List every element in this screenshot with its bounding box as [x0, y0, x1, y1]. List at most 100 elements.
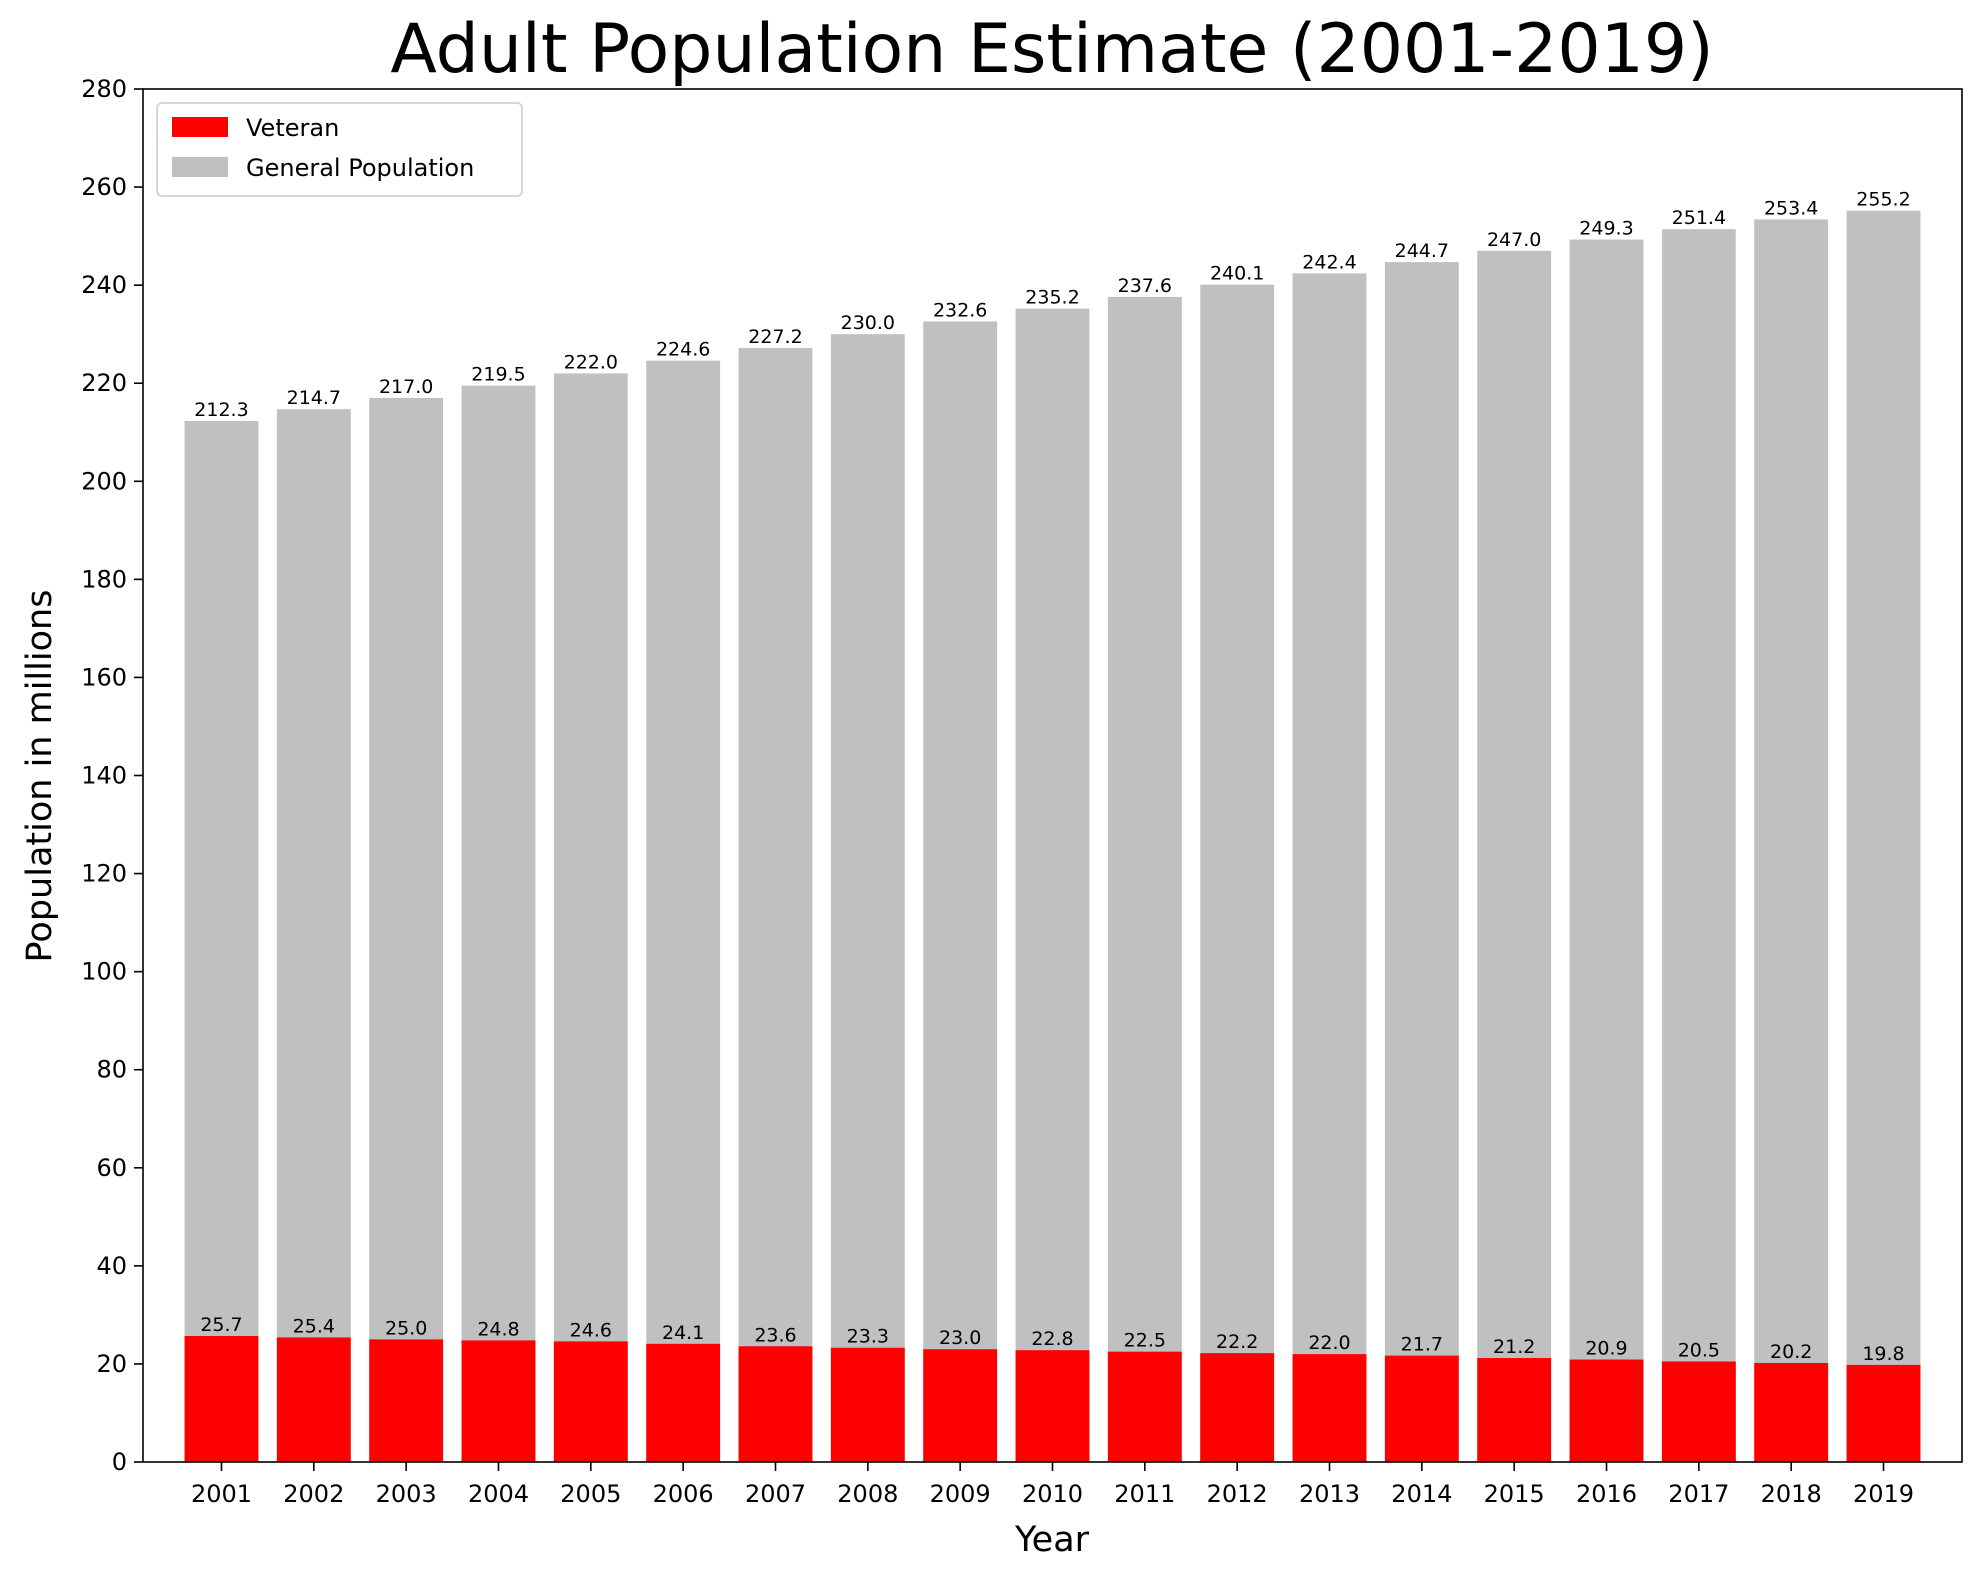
- general-population-bar-2016: [1569, 239, 1644, 1462]
- general-population-bar-2018: [1754, 219, 1829, 1462]
- y-tick-label-140: 140: [81, 762, 127, 790]
- x-tick-label-2003: 2003: [376, 1480, 437, 1508]
- general-population-value-label-2013: 242.4: [1302, 251, 1356, 273]
- y-tick-label-220: 220: [81, 369, 127, 397]
- general-population-value-label-2005: 222.0: [564, 351, 618, 373]
- x-tick-label-2007: 2007: [745, 1480, 806, 1508]
- general-population-value-label-2009: 232.6: [933, 299, 987, 321]
- veteran-bars: [184, 1335, 1921, 1462]
- legend-swatch-veteran: [172, 117, 228, 137]
- general-population-bar-2011: [1107, 296, 1182, 1463]
- general-population-value-label-2008: 230.0: [841, 312, 895, 334]
- general-population-value-label-2014: 244.7: [1395, 240, 1449, 262]
- general-population-bar-2019: [1846, 210, 1921, 1463]
- plot-area-frame: [142, 88, 1963, 1463]
- general-population-value-label-2003: 217.0: [379, 376, 433, 398]
- general-population-value-label-2016: 249.3: [1579, 218, 1633, 240]
- general-population-bar-2004: [461, 385, 536, 1463]
- general-population-value-label-2002: 214.7: [287, 387, 341, 409]
- veteran-bar-2012: [1200, 1353, 1275, 1462]
- veteran-bar-2005: [553, 1341, 628, 1462]
- legend-box: [156, 102, 523, 197]
- veteran-bar-2015: [1477, 1358, 1552, 1462]
- x-tick-label-2008: 2008: [837, 1480, 898, 1508]
- x-tick-label-2009: 2009: [930, 1480, 991, 1508]
- x-tick-label-2016: 2016: [1576, 1480, 1637, 1508]
- veteran-value-label-2004: 24.8: [477, 1318, 519, 1340]
- veteran-value-label-2014: 21.7: [1401, 1334, 1443, 1356]
- veteran-value-label-2002: 25.4: [293, 1315, 335, 1337]
- y-tick-label-200: 200: [81, 467, 127, 495]
- veteran-value-label-2003: 25.0: [385, 1317, 427, 1339]
- general-population-value-label-2011: 237.6: [1118, 275, 1172, 297]
- veteran-value-label-2007: 23.6: [754, 1324, 796, 1346]
- x-tick-label-2004: 2004: [468, 1480, 529, 1508]
- veteran-value-label-2017: 20.5: [1678, 1339, 1720, 1361]
- legend-label-veteran: Veteran: [246, 114, 339, 142]
- general-population-bar-2009: [923, 321, 998, 1462]
- x-tick-label-2014: 2014: [1391, 1480, 1452, 1508]
- general-population-bar-2002: [276, 409, 351, 1462]
- general-population-bar-2014: [1384, 262, 1459, 1462]
- veteran-bar-2014: [1384, 1355, 1459, 1462]
- x-tick-label-2010: 2010: [1022, 1480, 1083, 1508]
- veteran-value-label-2011: 22.5: [1124, 1330, 1166, 1352]
- veteran-value-label-2016: 20.9: [1585, 1338, 1627, 1360]
- veteran-bar-2017: [1661, 1361, 1736, 1462]
- legend: Veteran General Population: [156, 102, 523, 197]
- general-population-value-label-2017: 251.4: [1672, 207, 1726, 229]
- x-tick-label-2018: 2018: [1761, 1480, 1822, 1508]
- veteran-value-label-2008: 23.3: [847, 1326, 889, 1348]
- general-population-bar-2017: [1661, 229, 1736, 1462]
- x-axis-ticks: 2001 2002 2003 2004 2005 2006 2007 2008 2009 2010…: [191, 1462, 1914, 1508]
- x-tick-label-2019: 2019: [1853, 1480, 1914, 1508]
- veteran-bar-2004: [461, 1340, 536, 1462]
- veteran-bar-2013: [1292, 1354, 1367, 1462]
- x-tick-label-2006: 2006: [653, 1480, 714, 1508]
- x-tick-label-2013: 2013: [1299, 1480, 1360, 1508]
- general-population-value-label-2019: 255.2: [1856, 189, 1910, 211]
- veteran-bar-2007: [738, 1346, 813, 1462]
- general-population-value-label-2001: 212.3: [194, 399, 248, 421]
- veteran-value-label-2010: 22.8: [1031, 1328, 1073, 1350]
- y-tick-label-180: 180: [81, 565, 127, 593]
- x-tick-label-2015: 2015: [1484, 1480, 1545, 1508]
- veteran-value-label-2018: 20.2: [1770, 1341, 1812, 1363]
- general-population-value-label-2004: 219.5: [471, 364, 525, 386]
- y-axis-ticks: 0 20 40 60 80 100 120 140 160 180 200 220 240 260 280: [81, 75, 143, 1476]
- x-tick-label-2017: 2017: [1668, 1480, 1729, 1508]
- veteran-value-label-2009: 23.0: [939, 1327, 981, 1349]
- veteran-value-label-2001: 25.7: [200, 1314, 242, 1336]
- y-tick-label-240: 240: [81, 271, 127, 299]
- legend-swatch-general-population: [172, 157, 228, 177]
- veteran-bar-2011: [1107, 1351, 1182, 1462]
- bar-value-labels: 212.3 214.7 217.0 219.5 222.0 224.6 227.2 230.0…: [194, 189, 1910, 1365]
- general-population-value-label-2015: 247.0: [1487, 229, 1541, 251]
- x-axis-label: Year: [1014, 1520, 1090, 1560]
- veteran-value-label-2013: 22.0: [1308, 1332, 1350, 1354]
- general-population-value-label-2007: 227.2: [748, 326, 802, 348]
- veteran-value-label-2019: 19.8: [1862, 1343, 1904, 1365]
- general-population-value-label-2010: 235.2: [1025, 287, 1079, 309]
- general-population-bar-2007: [738, 347, 813, 1462]
- general-population-bar-2013: [1292, 273, 1367, 1463]
- y-tick-label-0: 0: [112, 1448, 127, 1476]
- veteran-bar-2006: [646, 1343, 721, 1462]
- x-tick-label-2012: 2012: [1207, 1480, 1268, 1508]
- veteran-bar-2016: [1569, 1359, 1644, 1462]
- veteran-bar-2018: [1754, 1362, 1829, 1462]
- y-tick-label-100: 100: [81, 958, 127, 986]
- x-tick-label-2002: 2002: [283, 1480, 344, 1508]
- general-population-bar-2006: [646, 360, 721, 1463]
- general-population-bar-2015: [1477, 250, 1552, 1462]
- veteran-bar-2008: [830, 1347, 905, 1462]
- y-tick-label-280: 280: [81, 75, 127, 103]
- veteran-bar-2009: [923, 1349, 998, 1462]
- veteran-bar-2001: [184, 1335, 259, 1462]
- x-tick-label-2005: 2005: [560, 1480, 621, 1508]
- y-tick-label-160: 160: [81, 663, 127, 691]
- x-tick-label-2011: 2011: [1114, 1480, 1175, 1508]
- legend-label-general-population: General Population: [246, 154, 474, 182]
